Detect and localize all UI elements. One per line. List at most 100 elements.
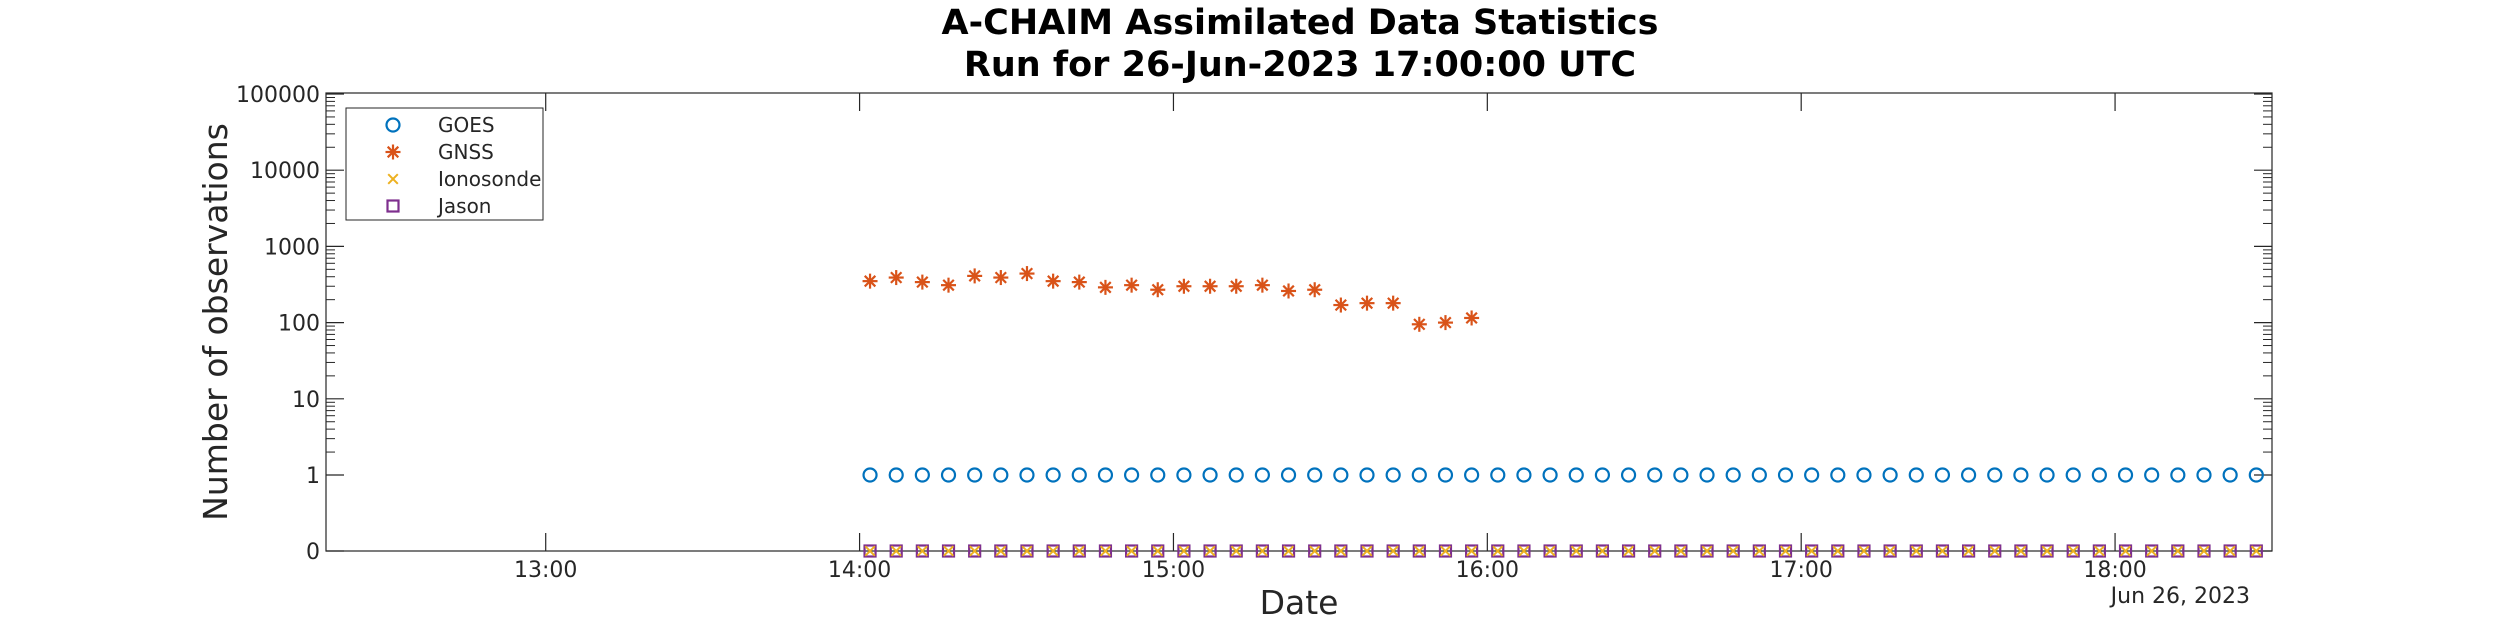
ionosonde-point — [2172, 545, 2184, 557]
gnss-point — [1437, 315, 1453, 331]
ionosonde-point — [1544, 545, 1556, 557]
ionosonde-point — [1753, 545, 1765, 557]
jason-point — [2118, 544, 2133, 558]
legend: GOES GNSS Ionosonde Jason — [345, 107, 544, 221]
ionosonde-point — [1309, 545, 1321, 557]
ionosonde-point — [2250, 545, 2262, 557]
gnss-point — [1176, 278, 1192, 294]
ionosonde-point — [1989, 545, 2001, 557]
jason-point — [1438, 544, 1453, 558]
x-tick-label: 14:00 — [828, 558, 891, 583]
ionosonde-point — [1335, 545, 1347, 557]
ionosonde-point — [1518, 545, 1530, 557]
jason-point — [2197, 544, 2211, 558]
jason-point — [1883, 544, 1897, 558]
gnss-point — [1411, 316, 1427, 332]
jason-point — [1491, 544, 1505, 558]
goes-point — [1333, 467, 1349, 483]
ionosonde-point — [2146, 545, 2158, 557]
goes-point — [1934, 467, 1951, 483]
goes-point — [1490, 467, 1506, 483]
goes-point — [2117, 467, 2134, 483]
goes-point — [1751, 467, 1767, 483]
y-tick-label: 1000 — [264, 235, 320, 260]
jason-point — [1543, 544, 1557, 558]
jason-point — [1465, 544, 1479, 558]
goes-point — [1856, 467, 1872, 483]
ionosonde-point — [1439, 545, 1451, 557]
goes-point — [2248, 467, 2264, 483]
ionosonde-point — [1884, 545, 1896, 557]
ionosonde-point — [943, 545, 955, 557]
jason-point — [1360, 544, 1374, 558]
data-marks — [862, 266, 2264, 558]
y-tick-label: 10000 — [250, 159, 320, 184]
goes-point — [1542, 467, 1558, 483]
goes-point — [1647, 467, 1663, 483]
jason-point — [889, 544, 903, 558]
goes-point — [888, 467, 904, 483]
goes-point — [1307, 467, 1323, 483]
legend-label-goes: GOES — [438, 113, 495, 137]
jason-point — [2145, 544, 2159, 558]
x-axis-label: Date — [1260, 583, 1339, 622]
goes-point — [1804, 467, 1820, 483]
ionosonde-point — [2041, 545, 2053, 557]
chart-title-line-1: A-CHAIM Assimilated Data Statistics — [942, 3, 1659, 43]
jason-point — [1020, 544, 1034, 558]
x-tick-label: 17:00 — [1769, 558, 1832, 583]
goes-point — [1019, 467, 1035, 483]
jason-point — [1412, 544, 1426, 558]
jason-point — [941, 544, 956, 558]
legend-marker-goes — [385, 117, 401, 133]
ionosonde-point — [1570, 545, 1582, 557]
legend-marker-gnss — [385, 144, 401, 160]
gnss-point — [862, 273, 878, 289]
ionosonde-point — [1256, 545, 1268, 557]
goes-point — [1464, 467, 1480, 483]
jason-point — [1595, 544, 1610, 558]
gnss-point — [1254, 277, 1270, 293]
jason-point — [1229, 544, 1243, 558]
jason-point — [1621, 544, 1636, 558]
goes-point — [1908, 467, 1924, 483]
jason-point — [1700, 544, 1714, 558]
jason-point — [1674, 544, 1688, 558]
ionosonde-point — [2067, 545, 2079, 557]
ionosonde-point — [1492, 545, 1504, 557]
x-tick-label: 18:00 — [2083, 558, 2146, 583]
goes-point — [1437, 467, 1454, 483]
goes-point — [993, 467, 1009, 483]
goes-point — [2039, 467, 2055, 483]
goes-point — [1673, 467, 1689, 483]
jason-point — [1569, 544, 1583, 558]
jason-point — [1203, 544, 1217, 558]
jason-point — [1857, 544, 1871, 558]
goes-point — [1150, 467, 1166, 483]
ionosonde-point — [1361, 545, 1373, 557]
goes-point — [1097, 467, 1114, 483]
ionosonde-point — [1596, 545, 1608, 557]
jason-point — [1151, 544, 1165, 558]
y-tick-label: 100000 — [236, 83, 320, 108]
jason-point — [968, 544, 982, 558]
goes-point — [2013, 467, 2029, 483]
ionosonde-point — [2224, 545, 2236, 557]
ionosonde-point — [995, 545, 1007, 557]
ionosonde-point — [1283, 545, 1295, 557]
goes-point — [1620, 467, 1637, 483]
jason-point — [2223, 544, 2237, 558]
ionosonde-point — [2120, 545, 2132, 557]
legend-label-ionosonde: Ionosonde — [438, 167, 541, 191]
goes-point — [2170, 467, 2186, 483]
goes-point — [940, 467, 957, 483]
jason-point — [1125, 544, 1139, 558]
ionosonde-point — [916, 545, 928, 557]
jason-point — [1098, 544, 1113, 558]
x-tick-label: 15:00 — [1142, 558, 1205, 583]
goes-point — [1960, 467, 1977, 483]
jason-point — [2092, 544, 2106, 558]
ionosonde-point — [1936, 545, 1948, 557]
goes-point — [1594, 467, 1611, 483]
